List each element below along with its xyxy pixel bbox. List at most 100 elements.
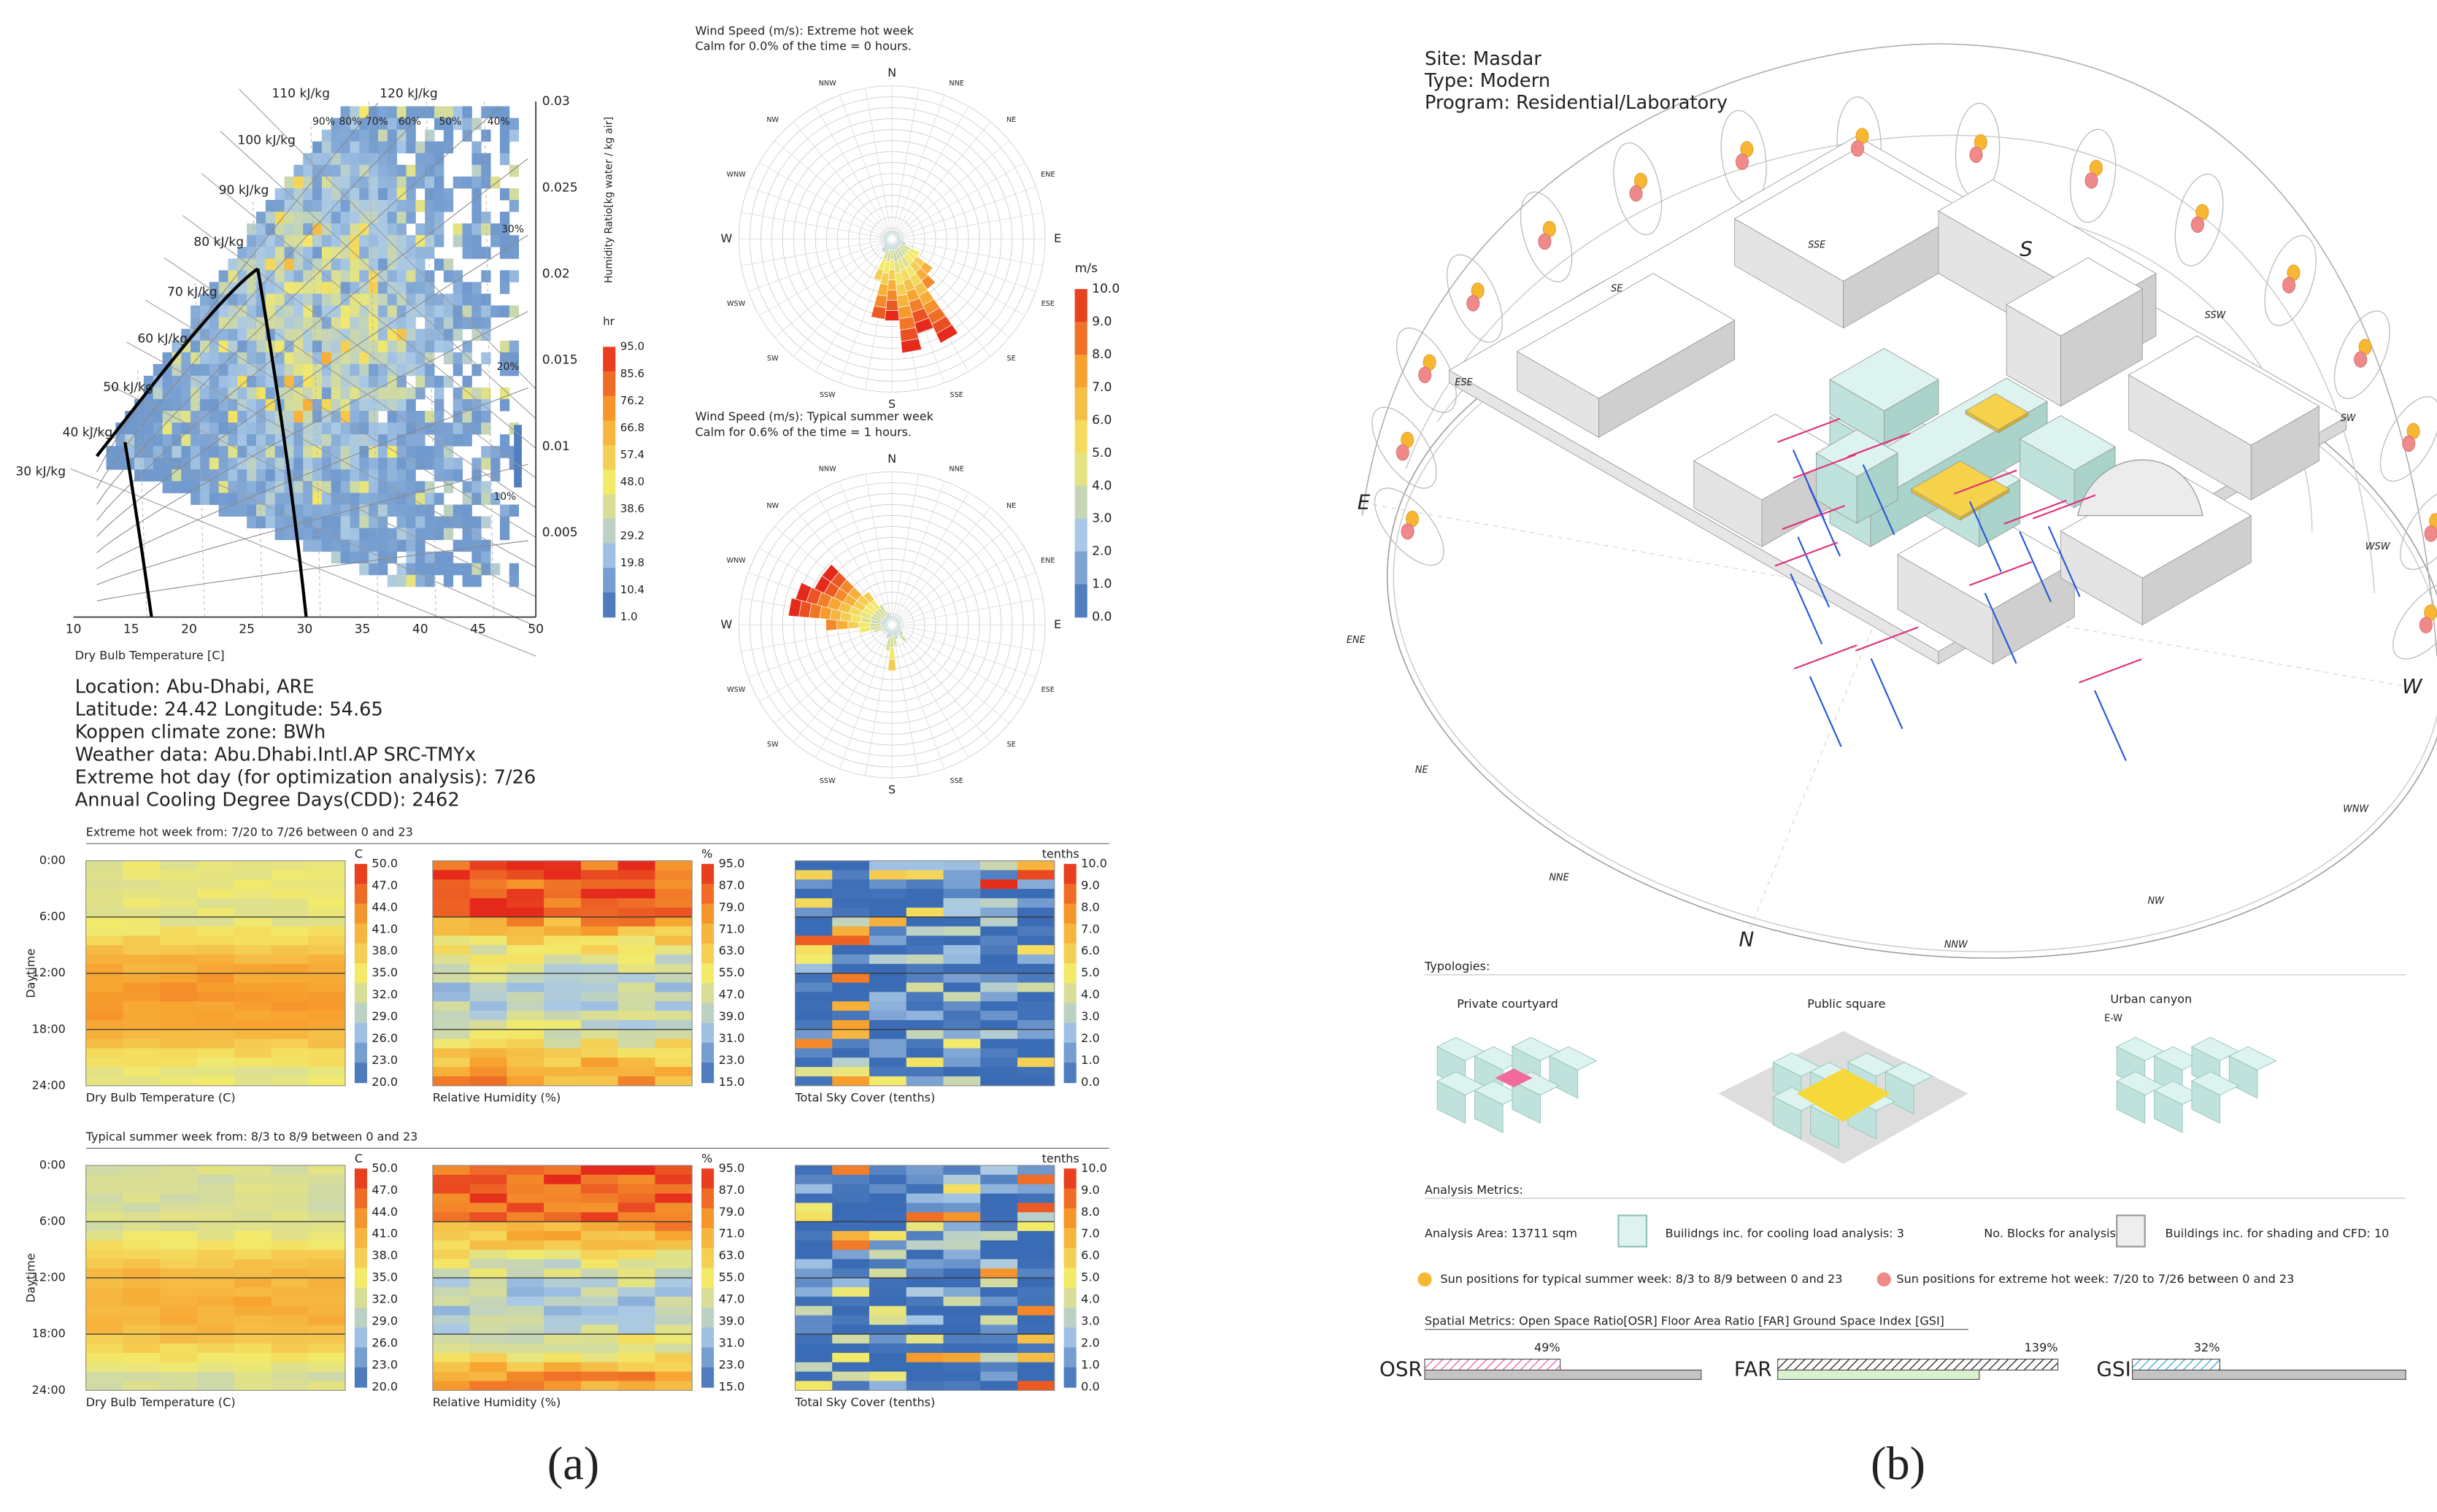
psychro-cell <box>490 493 501 505</box>
psychro-cell <box>247 352 257 365</box>
heatmap-cell <box>869 1184 907 1194</box>
section-cut <box>1794 644 1857 670</box>
heatmap-cell <box>655 973 693 983</box>
psychro-cell <box>462 411 472 423</box>
heatmap-cell <box>580 963 619 974</box>
heatmap-cell <box>795 1315 833 1325</box>
heatmap-cell <box>832 1343 870 1354</box>
heatmap-cell <box>507 954 544 965</box>
colorbar-tick-label: 19.8 <box>620 556 644 569</box>
psychro-cell <box>359 352 369 365</box>
rose-direction-label: SSW <box>820 777 836 785</box>
heatmap-cell <box>432 1315 471 1325</box>
airflow-line <box>1870 658 1903 730</box>
heatmap-cell <box>85 1038 123 1049</box>
psychro-cell <box>443 106 454 119</box>
colorbar-tick-label: 3.0 <box>1092 512 1112 526</box>
heatmap-cell <box>980 1048 1018 1058</box>
psychro-cell <box>350 141 360 154</box>
psychro-cell <box>312 434 323 447</box>
psychro-cell <box>331 398 342 412</box>
psychro-cell <box>303 305 313 318</box>
heatmap-cell <box>507 963 544 974</box>
heatmap-cell <box>271 982 309 992</box>
heatmap-cell <box>580 1371 619 1381</box>
psychro-cell <box>443 446 454 458</box>
heatmap-cell <box>85 926 123 936</box>
heatmap-frame <box>794 1165 1055 1391</box>
psychro-cell <box>312 258 323 271</box>
psychro-cell <box>499 141 510 154</box>
heatmap-cell <box>869 1230 907 1241</box>
psychro-cell <box>228 328 238 342</box>
psychro-cell <box>303 481 313 493</box>
psychro-cell <box>265 434 276 447</box>
psychro-cell <box>284 411 294 423</box>
heatmap-cell <box>655 879 693 890</box>
heatmap-cell <box>469 1362 507 1373</box>
heatmap-cell <box>906 1165 944 1176</box>
psychro-cell <box>312 235 323 247</box>
heatmap-cell <box>832 1203 870 1213</box>
heatmap-cell <box>795 1067 833 1077</box>
rose-spoke <box>747 186 893 239</box>
psychro-cell <box>481 551 491 564</box>
psychro-cell <box>274 212 285 224</box>
heatmap-cell <box>943 1203 981 1213</box>
heatmap-cell <box>234 1019 272 1030</box>
rose-direction-label: N <box>888 452 896 466</box>
psychro-cell <box>434 153 444 166</box>
heatmap-cell <box>906 1076 944 1087</box>
compass-label: NW <box>2148 896 2165 907</box>
colorbar-segment <box>603 518 616 544</box>
psychro-cell <box>181 363 191 377</box>
psychro-cell <box>321 423 332 435</box>
heatmap-cell <box>617 1278 655 1288</box>
section-cut <box>1847 432 1911 458</box>
rose-petal <box>863 591 875 603</box>
week-title: Extreme hot week from: 7/20 to 7/26 betw… <box>86 825 413 839</box>
heatmap-cell <box>655 917 693 927</box>
heatmap-cell <box>85 963 123 974</box>
site-info-line: Koppen climate zone: BWh <box>75 722 326 744</box>
heatmap-cell <box>795 982 833 992</box>
psychro-cell <box>425 446 435 458</box>
heatmap-cell <box>160 1352 198 1363</box>
heatmap-cell <box>160 1381 198 1391</box>
rose-spoke <box>839 95 893 239</box>
heatmap-cell <box>580 1067 619 1077</box>
psychro-cell <box>425 411 435 423</box>
psychro-cell <box>237 469 247 482</box>
psychro-cell <box>256 375 266 388</box>
analemma <box>2379 396 2437 482</box>
psychro-cell <box>228 317 238 330</box>
heatmap-cell <box>1017 1334 1055 1344</box>
heatmap-cell <box>234 879 272 890</box>
psychro-cell <box>509 340 520 353</box>
heatmap-cell <box>544 992 582 1002</box>
psychro-cell <box>237 387 247 400</box>
sun-position-extreme <box>1851 140 1865 157</box>
heatmap-cell <box>943 1230 981 1241</box>
heatmap-cell <box>544 1362 582 1373</box>
heatmap-cell <box>123 1343 161 1354</box>
colorbar-segment <box>701 1022 715 1044</box>
psychro-cell <box>265 212 276 224</box>
heatmap-cell <box>906 1057 944 1068</box>
psychro-cell <box>359 282 369 294</box>
colorbar-segment <box>1074 420 1087 454</box>
heatmap-cell <box>85 1287 123 1297</box>
colorbar-tick-label: 3.0 <box>1081 1314 1100 1328</box>
psychro-cell <box>453 458 463 470</box>
psychro-cell <box>274 235 285 247</box>
heatmap-cell <box>906 1203 944 1213</box>
psychro-cell <box>265 235 276 247</box>
heatmap-cell <box>308 1230 346 1241</box>
psychro-cell <box>247 375 257 388</box>
psychro-cell <box>321 212 332 224</box>
colorbar-segment <box>701 923 715 944</box>
colorbar-segment <box>354 1062 367 1084</box>
heatmap-cell <box>943 1352 981 1363</box>
rose-direction-label: WNW <box>726 171 746 179</box>
